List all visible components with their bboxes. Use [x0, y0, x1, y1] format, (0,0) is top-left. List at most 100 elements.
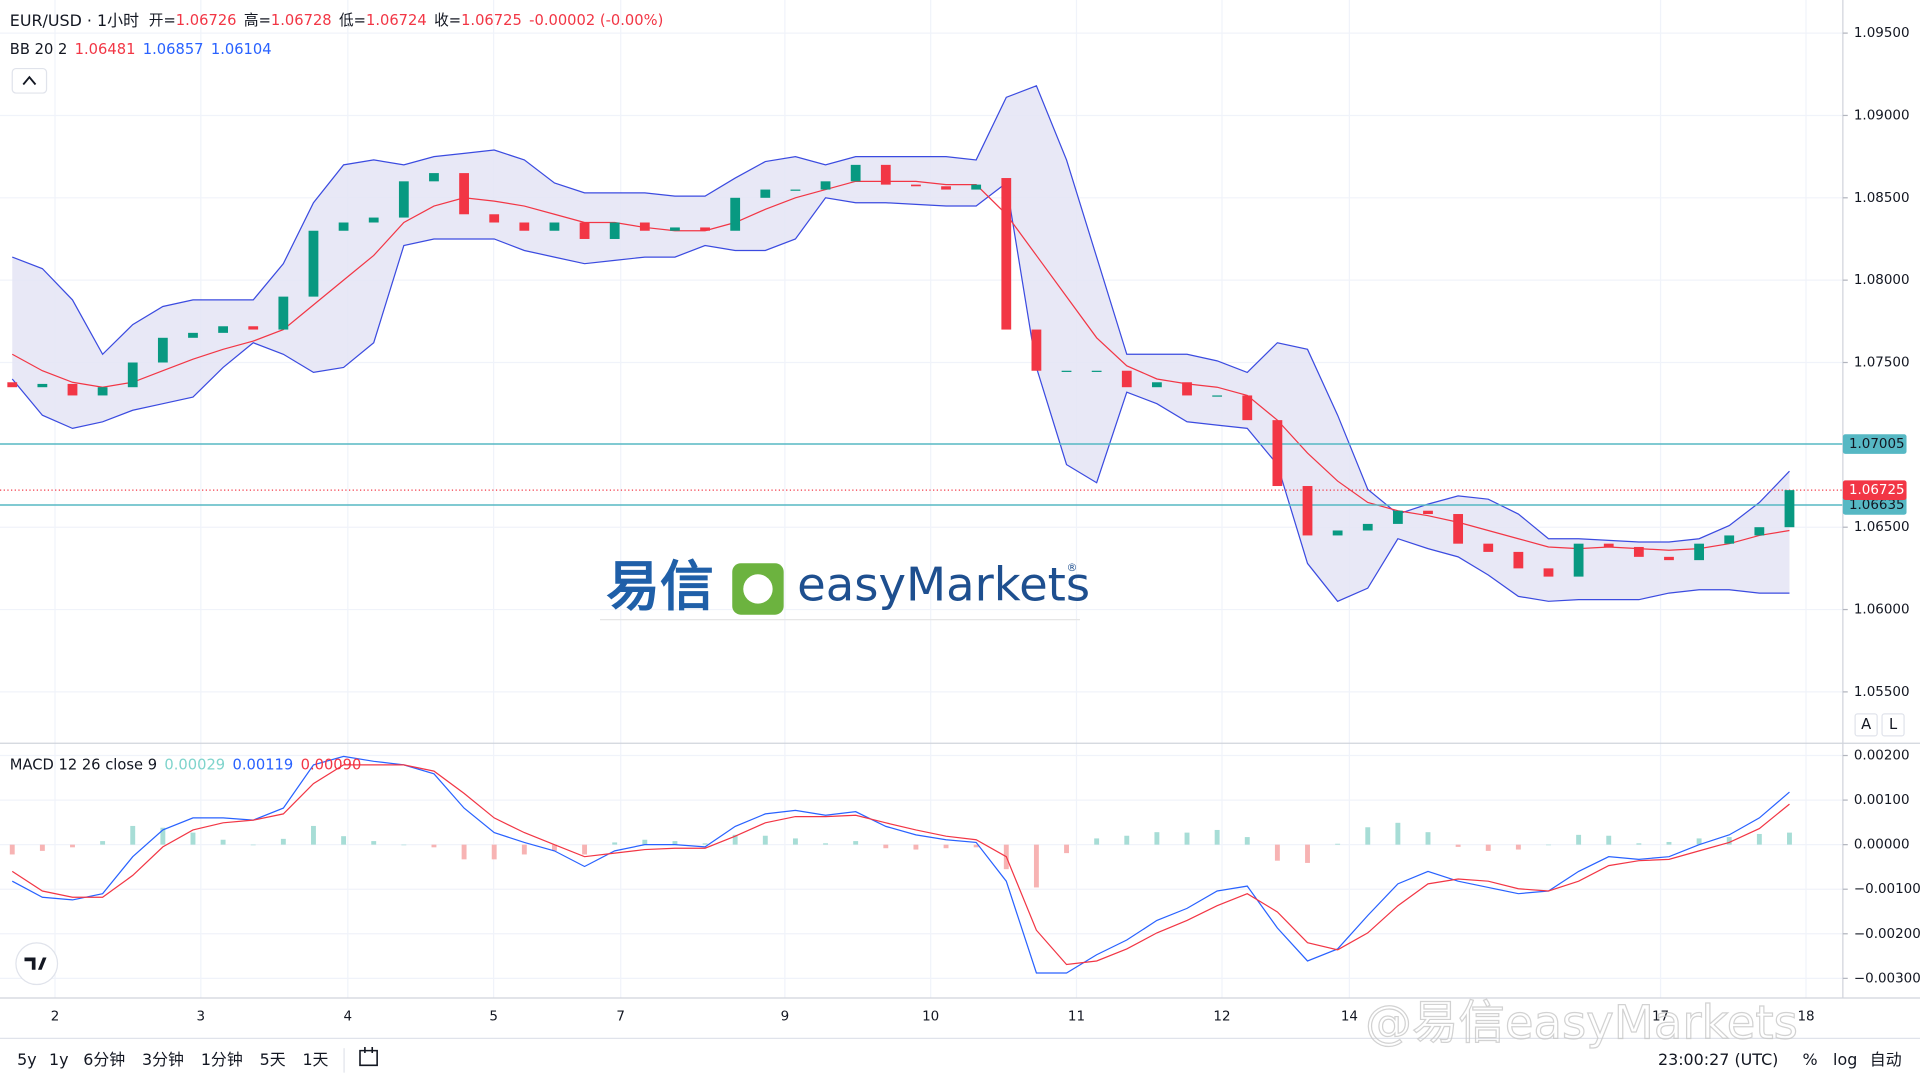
- macd-histogram-bar: [1184, 832, 1190, 845]
- legend-value: 1.06481: [75, 41, 136, 58]
- y-tick-label: 1.08000: [1854, 273, 1910, 288]
- candle: [850, 164, 861, 182]
- y-tick-label: −0.00100: [1854, 882, 1920, 897]
- candle: [398, 181, 409, 218]
- macd-histogram-bar: [371, 841, 377, 845]
- macd-histogram-bar: [1033, 844, 1039, 888]
- logo-icon-dot: [743, 574, 773, 604]
- ohlc-value: 1.06724: [366, 12, 427, 29]
- candle: [639, 222, 650, 231]
- legend-label: BB 20 2: [10, 41, 68, 58]
- candle: [730, 197, 741, 231]
- tv-logo[interactable]: [15, 942, 59, 986]
- candle: [1061, 370, 1072, 372]
- macd-histogram-bar: [973, 844, 979, 848]
- symbol: EUR/USD · 1小时: [10, 10, 139, 29]
- bb-basis: [11, 180, 1790, 551]
- range-button[interactable]: 1分钟: [201, 1050, 243, 1069]
- collapse-button[interactable]: [11, 67, 48, 94]
- y-tick-label: 0.00100: [1854, 793, 1910, 808]
- scale-button[interactable]: [1881, 713, 1905, 737]
- macd-histogram-bar: [1335, 843, 1341, 845]
- macd-histogram-bar: [1305, 844, 1310, 863]
- level-label-bg: [1842, 434, 1907, 454]
- candle: [760, 189, 771, 198]
- macd-histogram-bar: [280, 838, 286, 845]
- macd-histogram-bar: [762, 835, 768, 845]
- date-range-icon[interactable]: [359, 1046, 378, 1067]
- macd-histogram-bar: [100, 841, 106, 845]
- x-tick-label: 3: [197, 1009, 206, 1024]
- range-button[interactable]: 5y: [17, 1050, 37, 1069]
- macd-histogram-bar: [9, 844, 15, 855]
- scale-option[interactable]: 自动: [1870, 1050, 1902, 1069]
- macd-histogram-bar: [612, 842, 618, 845]
- candle: [1423, 510, 1433, 515]
- candle: [188, 332, 198, 338]
- scale-option[interactable]: %: [1802, 1050, 1817, 1069]
- range-button[interactable]: 1y: [49, 1050, 69, 1069]
- y-tick-label: 1.06500: [1854, 520, 1910, 535]
- ohlc-value: 1.06725: [461, 12, 522, 29]
- candle: [218, 326, 228, 333]
- candle: [579, 222, 590, 239]
- last-price-label: 1.06725: [1849, 483, 1905, 498]
- candle: [1573, 543, 1584, 577]
- y-tick-label: 0.00200: [1854, 749, 1910, 764]
- bb-fill: [12, 85, 1790, 602]
- y-tick-label: 0.00000: [1854, 838, 1910, 853]
- candle: [459, 173, 469, 215]
- ohlc-label: 收=: [434, 12, 461, 29]
- scale-option[interactable]: log: [1833, 1050, 1857, 1069]
- macd-histogram-bar: [1395, 822, 1401, 845]
- candle: [1302, 486, 1313, 536]
- candle: [1603, 543, 1614, 547]
- header-line: EUR/USD · 1小时 开=1.06726 高=1.06728 低=1.06724…: [10, 10, 664, 29]
- macd-histogram-bar: [1576, 834, 1582, 845]
- macd-histogram-bar: [642, 839, 648, 845]
- range-button[interactable]: 1天: [302, 1050, 328, 1069]
- ohlc-label: 开=: [149, 12, 176, 29]
- macd-histogram-bar: [1666, 841, 1672, 845]
- candle: [1212, 395, 1223, 397]
- candle: [790, 189, 801, 191]
- candle: [1754, 527, 1765, 536]
- ohlc-label: 高=: [244, 12, 271, 29]
- macd-histogram-bar: [1787, 832, 1792, 845]
- scale-button-label: A: [1861, 716, 1871, 733]
- macd-histogram-bar: [1274, 844, 1280, 861]
- candle: [1513, 551, 1524, 569]
- candle: [1664, 556, 1674, 561]
- candle: [368, 217, 379, 223]
- macd-histogram-bar: [130, 825, 136, 845]
- candle: [700, 227, 710, 231]
- range-button[interactable]: 3分钟: [142, 1050, 184, 1069]
- candle: [1031, 329, 1042, 371]
- candle: [1633, 546, 1644, 557]
- scale-button[interactable]: [1854, 713, 1878, 737]
- macd-histogram-bar: [190, 832, 196, 845]
- x-tick-label: 2: [51, 1009, 60, 1024]
- candle: [519, 222, 530, 231]
- x-tick-label: 7: [616, 1009, 625, 1024]
- range-button[interactable]: 5天: [260, 1050, 286, 1069]
- macd-histogram-bar: [853, 841, 859, 845]
- macd-histogram-bar: [1154, 832, 1160, 845]
- candle: [127, 362, 138, 388]
- candle: [157, 337, 168, 363]
- macd-histogram-bar: [913, 844, 919, 850]
- macd-histogram-bar: [1515, 844, 1521, 850]
- y-tick-label: −0.00300: [1854, 971, 1920, 986]
- macd-histogram-bar: [792, 838, 798, 845]
- macd-histogram-bar: [1485, 844, 1491, 851]
- change: -0.00002 (-0.00%): [529, 12, 663, 29]
- candle: [1392, 510, 1403, 524]
- y-tick-label: 1.05500: [1854, 685, 1910, 700]
- candle: [1272, 420, 1283, 487]
- candle: [941, 186, 951, 190]
- x-tick-label: 5: [489, 1009, 498, 1024]
- range-button[interactable]: 6分钟: [83, 1050, 125, 1069]
- macd-histogram-bar: [461, 844, 467, 860]
- x-tick-label: 17: [1652, 1009, 1669, 1024]
